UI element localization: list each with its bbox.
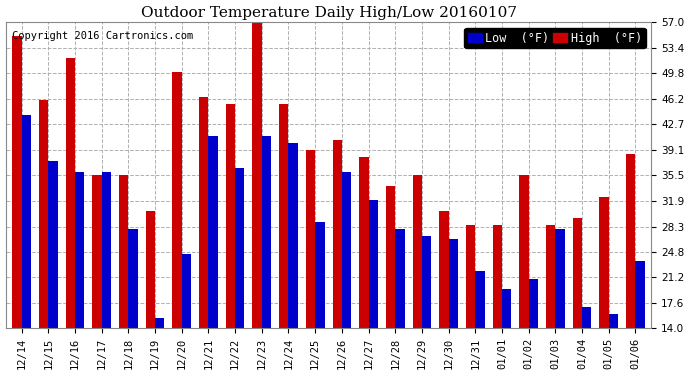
Bar	[92, 175, 101, 328]
Bar	[119, 175, 128, 328]
Bar	[262, 136, 271, 328]
Bar	[181, 254, 191, 328]
Bar	[48, 161, 57, 328]
Bar	[279, 104, 288, 328]
Bar	[600, 196, 609, 328]
Bar	[199, 97, 208, 328]
Bar	[448, 239, 458, 328]
Bar	[609, 314, 618, 328]
Bar	[529, 279, 538, 328]
Bar	[555, 229, 564, 328]
Bar	[128, 229, 138, 328]
Bar	[155, 318, 164, 328]
Text: Copyright 2016 Cartronics.com: Copyright 2016 Cartronics.com	[12, 31, 193, 41]
Bar	[12, 36, 21, 328]
Bar	[413, 175, 422, 328]
Bar	[635, 261, 644, 328]
Bar	[386, 186, 395, 328]
Bar	[493, 225, 502, 328]
Bar	[288, 143, 298, 328]
Bar	[466, 225, 475, 328]
Bar	[208, 136, 218, 328]
Bar	[306, 150, 315, 328]
Bar	[172, 72, 181, 328]
Bar	[440, 211, 449, 328]
Bar	[395, 229, 404, 328]
Bar	[582, 307, 591, 328]
Bar	[253, 22, 262, 328]
Bar	[626, 154, 635, 328]
Legend: Low  (°F), High  (°F): Low (°F), High (°F)	[464, 28, 646, 48]
Bar	[75, 172, 84, 328]
Bar	[66, 58, 75, 328]
Bar	[573, 218, 582, 328]
Bar	[546, 225, 555, 328]
Bar	[235, 168, 244, 328]
Bar	[101, 172, 111, 328]
Bar	[422, 236, 431, 328]
Bar	[315, 222, 324, 328]
Bar	[475, 272, 484, 328]
Bar	[226, 104, 235, 328]
Bar	[502, 289, 511, 328]
Bar	[342, 172, 351, 328]
Bar	[333, 140, 342, 328]
Title: Outdoor Temperature Daily High/Low 20160107: Outdoor Temperature Daily High/Low 20160…	[141, 6, 517, 20]
Bar	[359, 158, 368, 328]
Bar	[21, 115, 31, 328]
Bar	[39, 100, 48, 328]
Bar	[368, 200, 378, 328]
Bar	[146, 211, 155, 328]
Bar	[520, 175, 529, 328]
